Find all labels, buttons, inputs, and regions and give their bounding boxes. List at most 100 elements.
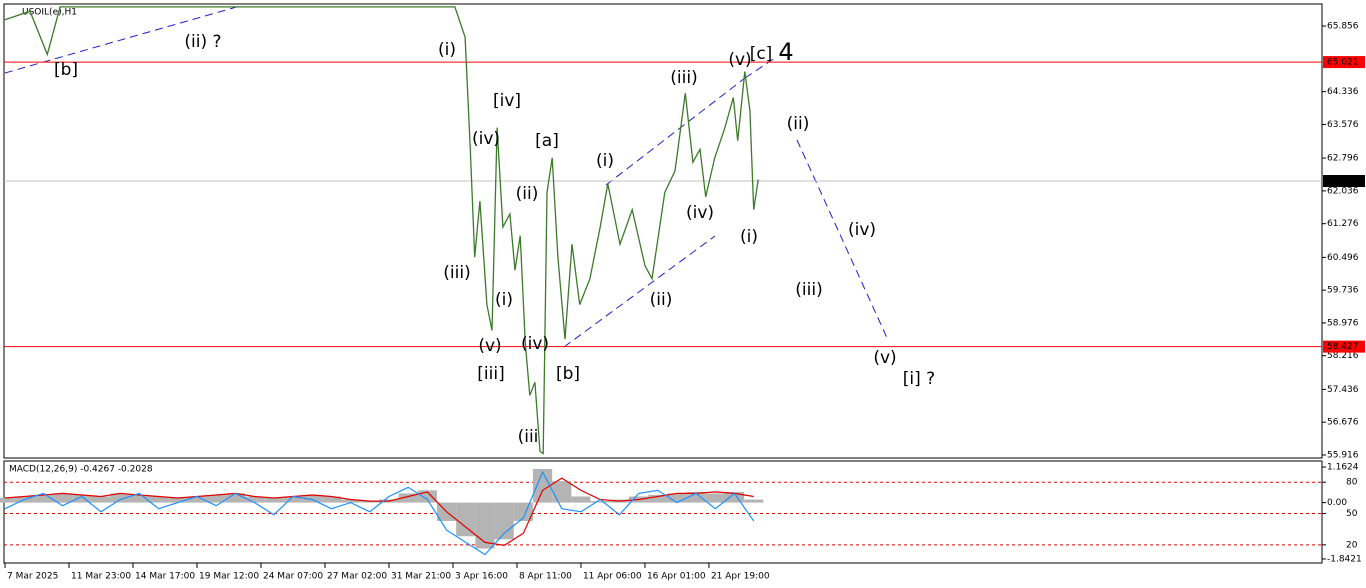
y-tick-label: 57.436 xyxy=(1327,385,1359,395)
histogram-bar xyxy=(571,496,591,503)
histogram-bar xyxy=(360,501,380,503)
histogram-bar xyxy=(187,496,207,503)
price-line xyxy=(4,6,759,455)
level-box xyxy=(1323,340,1365,353)
histogram-bar xyxy=(648,494,668,503)
wave-label: (v) xyxy=(873,348,896,368)
wave-label: [iii] xyxy=(477,364,504,384)
wave-label: (i) xyxy=(596,151,614,171)
wave-label: (ii) xyxy=(650,290,673,310)
histogram-bar xyxy=(206,494,226,503)
y-tick-label: 64.336 xyxy=(1327,87,1359,97)
macd-title: MACD(12,26,9) -0.4267 -0.2028 xyxy=(9,465,153,475)
macd-line xyxy=(4,470,755,556)
wave-label: [i] ? xyxy=(903,369,935,389)
level-label: 65.021 xyxy=(1327,58,1359,68)
x-tick-label: 27 Mar 02:00 xyxy=(327,572,387,582)
histogram-bar xyxy=(0,498,15,503)
level-box xyxy=(1323,175,1365,188)
histogram-bar xyxy=(724,491,745,503)
x-tick-label: 8 Apr 11:00 xyxy=(519,572,572,582)
macd-line xyxy=(4,477,754,547)
wave-label: (v) xyxy=(728,50,751,70)
x-tick-label: 19 Mar 12:00 xyxy=(199,572,259,582)
y-tick-label: -1.8421 xyxy=(1327,554,1362,564)
histogram-bar xyxy=(667,493,687,503)
level-label: 58.427 xyxy=(1327,342,1359,352)
histogram-bar xyxy=(705,493,725,503)
level-label: 50 xyxy=(1346,509,1358,519)
trend-line xyxy=(563,235,716,348)
wave-label: (iv) xyxy=(686,203,714,223)
x-tick-label: 3 Apr 16:00 xyxy=(455,572,508,582)
wave-label: (iii) xyxy=(795,280,822,300)
wave-label: (iii xyxy=(518,427,539,447)
level-box xyxy=(1323,56,1365,69)
x-tick-label: 21 Apr 19:00 xyxy=(711,572,770,582)
x-tick-label: 24 Mar 07:00 xyxy=(263,572,323,582)
wave-label: [a] xyxy=(535,131,559,151)
histogram-bar xyxy=(244,496,265,503)
wave-label: (ii) xyxy=(516,184,539,204)
wave-label: 4 xyxy=(778,38,793,66)
x-tick-label: 16 Apr 01:00 xyxy=(647,572,706,582)
y-tick-label: 61.276 xyxy=(1327,219,1359,229)
y-tick-label: 58.216 xyxy=(1327,351,1359,361)
projection-line xyxy=(796,139,889,341)
wave-label: (iv) xyxy=(521,334,549,354)
x-tick-label: 11 Mar 23:00 xyxy=(71,572,131,582)
histogram-bar xyxy=(91,496,111,503)
histogram-bar xyxy=(149,496,169,503)
histogram-bar xyxy=(110,493,130,503)
y-tick-label: 0.00 xyxy=(1327,498,1347,508)
y-tick-label: 63.576 xyxy=(1327,120,1359,130)
histogram-bar xyxy=(264,498,284,503)
macd-panel xyxy=(3,460,1323,564)
histogram-bar xyxy=(53,493,73,503)
wave-label: [c] xyxy=(750,44,773,64)
histogram-bar xyxy=(398,493,418,503)
histogram-bar xyxy=(590,501,610,503)
wave-label: (i) xyxy=(495,290,513,310)
trend-line xyxy=(744,57,776,79)
y-tick-label: 56.676 xyxy=(1327,418,1359,428)
wave-label: (i) xyxy=(740,227,758,247)
y-tick-label: 1.1624 xyxy=(1327,463,1359,473)
y-tick-label: 62.036 xyxy=(1327,186,1359,196)
level-label: 80 xyxy=(1346,478,1358,488)
wave-label: (iv) xyxy=(472,129,500,149)
wave-label: (iii) xyxy=(443,263,470,283)
histogram-bar xyxy=(456,502,476,537)
wave-label: (iv) xyxy=(848,220,876,240)
wave-label: [b] xyxy=(54,60,78,80)
histogram-bar xyxy=(168,498,188,503)
trend-line xyxy=(605,77,746,186)
level-label: 20 xyxy=(1346,540,1358,550)
wave-label: [b] xyxy=(556,364,580,384)
histogram-bar xyxy=(686,491,706,503)
histogram-bar xyxy=(340,499,361,503)
wave-label: (i) xyxy=(438,40,456,60)
wave-label: (v) xyxy=(478,336,501,356)
histogram-bar xyxy=(72,494,92,503)
y-tick-label: 55.916 xyxy=(1327,450,1359,460)
histogram-bar xyxy=(532,468,553,503)
y-tick-label: 59.736 xyxy=(1327,286,1359,296)
main-panel xyxy=(3,3,1323,459)
wave-label: (ii) xyxy=(787,114,810,134)
histogram-bar xyxy=(552,481,572,503)
histogram-bar xyxy=(321,496,341,503)
wave-label: (iii) xyxy=(670,68,697,88)
x-tick-label: 11 Apr 06:00 xyxy=(583,572,642,582)
wave-label: (ii) ? xyxy=(184,32,221,52)
wave-label: [iv] xyxy=(493,91,521,111)
histogram-bar xyxy=(475,502,495,549)
y-tick-label: 65.856 xyxy=(1327,22,1359,32)
y-tick-label: 62.796 xyxy=(1327,154,1359,164)
x-tick-label: 31 Mar 21:00 xyxy=(391,572,451,582)
x-tick-label: 7 Mar 2025 xyxy=(7,572,58,582)
x-tick-label: 14 Mar 17:00 xyxy=(135,572,195,582)
histogram-bar xyxy=(129,494,150,503)
level-label: 62.265 xyxy=(1327,177,1359,187)
